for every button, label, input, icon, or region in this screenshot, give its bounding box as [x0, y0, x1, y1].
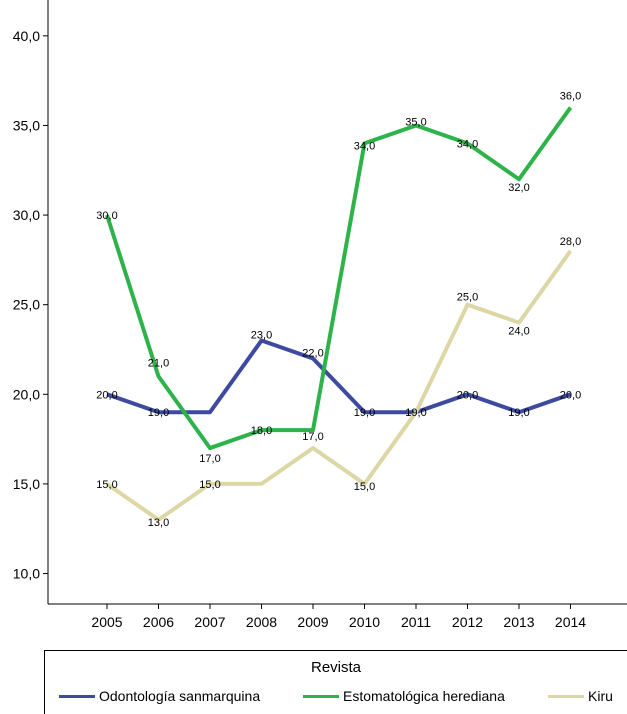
data-label-estomatologica-herediana: 32,0: [508, 182, 529, 194]
legend-swatch-kiru: [548, 694, 584, 698]
data-label-kiru: 15,0: [199, 479, 220, 491]
legend-swatch-odontologia-sanmarquina: [59, 694, 95, 698]
legend-item-kiru: Kiru: [548, 688, 613, 704]
data-label-kiru: 15,0: [354, 481, 375, 493]
data-label-estomatologica-herediana: 36,0: [560, 91, 581, 103]
x-axis: 2005 2006 2007 2008 2009 2010 2011 2012 2013 2014: [48, 603, 627, 630]
y-tick-label: 10,0: [13, 566, 40, 582]
data-labels: 20,0 19,0 23,0 22,0 19,0 19,0 20,0 19,0 20,0 30,0…: [96, 91, 581, 529]
legend-label-kiru: Kiru: [588, 688, 613, 704]
data-label-kiru: 24,0: [508, 326, 529, 338]
data-label-odontologia-sanmarquina: 23,0: [251, 330, 272, 342]
x-tick-label: 2010: [349, 614, 380, 630]
data-label-estomatologica-herediana: 17,0: [199, 453, 220, 465]
data-label-estomatologica-herediana: 30,0: [96, 210, 117, 222]
data-label-estomatologica-herediana: 34,0: [354, 140, 375, 152]
data-label-odontologia-sanmarquina: 19,0: [405, 407, 426, 419]
x-tick-label: 2008: [246, 614, 277, 630]
data-label-kiru: 13,0: [148, 517, 169, 529]
series-line-kiru: [105, 249, 573, 522]
legend-label-estomatologica-herediana: Estomatológica herediana: [343, 688, 505, 704]
y-tick-label: 30,0: [13, 207, 40, 223]
line-chart: 10,015,020,025,030,035,040,0 2005 2006 200…: [13, 0, 627, 630]
y-tick-label: 20,0: [13, 386, 40, 402]
y-axis: 10,0 15,0 20,0 25,0 30,0 35,0 40,0: [13, 0, 49, 604]
y-tick-label: 25,0: [13, 297, 40, 313]
data-label-kiru: 25,0: [457, 292, 478, 304]
y-tick-label: 15,0: [13, 476, 40, 492]
x-tick-label: 2011: [401, 614, 431, 630]
legend-title: Revista: [310, 659, 362, 676]
legend: Revista Odontología sanmarquina Estomato…: [44, 650, 627, 714]
series-line-estomatologica-herediana: [105, 106, 573, 451]
x-tick-label: 2009: [297, 614, 328, 630]
data-label-odontologia-sanmarquina: 19,0: [508, 407, 529, 419]
legend-item-odontologia-sanmarquina: Odontología sanmarquina: [59, 688, 260, 704]
data-label-odontologia-sanmarquina: 19,0: [148, 407, 169, 419]
legend-label-odontologia-sanmarquina: Odontología sanmarquina: [99, 688, 261, 704]
data-label-odontologia-sanmarquina: 20,0: [96, 389, 117, 401]
data-label-estomatologica-herediana: 34,0: [457, 138, 478, 150]
data-label-estomatologica-herediana: 21,0: [148, 357, 169, 369]
x-tick-label: 2007: [194, 614, 225, 630]
data-label-estomatologica-herediana: 18,0: [251, 425, 272, 437]
data-label-kiru: 15,0: [96, 479, 117, 491]
data-label-estomatologica-herediana: 35,0: [405, 116, 426, 128]
y-tick-label: 35,0: [13, 117, 40, 133]
x-tick-label: 2014: [555, 614, 586, 630]
x-tick-label: 2013: [503, 614, 534, 630]
y-tick-label: 40,0: [13, 28, 40, 44]
series-lines: [105, 106, 573, 522]
data-label-odontologia-sanmarquina: 20,0: [457, 389, 478, 401]
data-label-odontologia-sanmarquina: 20,0: [560, 389, 581, 401]
legend-item-estomatologica-herediana: Estomatológica herediana: [303, 688, 505, 704]
data-label-kiru: 28,0: [560, 236, 581, 248]
x-tick-label: 2012: [452, 614, 483, 630]
legend-swatch-estomatologica-herediana: [303, 694, 339, 698]
x-tick-label: 2005: [91, 614, 122, 630]
data-label-kiru: 17,0: [302, 431, 323, 443]
x-tick-label: 2006: [143, 614, 174, 630]
data-label-odontologia-sanmarquina: 19,0: [354, 407, 375, 419]
data-label-odontologia-sanmarquina: 22,0: [302, 347, 323, 359]
